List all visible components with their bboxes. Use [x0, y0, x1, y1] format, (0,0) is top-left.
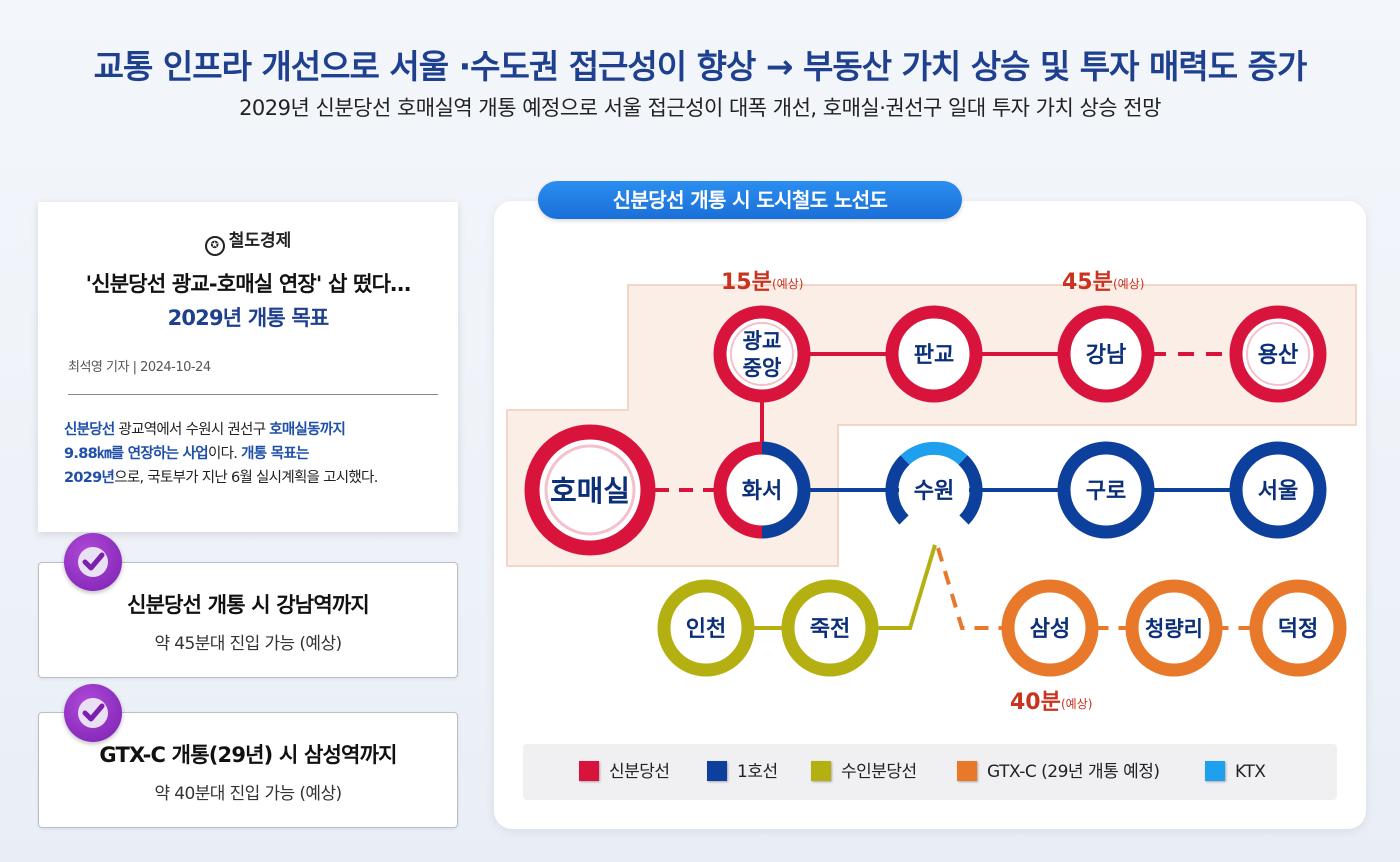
news-card: ✪ 철도경제 '신분당선 광교-호매실 연장' 삽 떴다… 2029년 개통 목표… — [38, 202, 458, 532]
station-guro: 구로 — [1057, 441, 1155, 539]
station-label: 용산 — [1258, 343, 1298, 368]
legend-item-sinbundang: 신분당선 — [579, 761, 670, 783]
info-card-title: 신분당선 개통 시 강남역까지 — [127, 593, 370, 617]
news-body-text: 이다. — [207, 446, 242, 462]
info-card-title: GTX-C 개통(29년) 시 삼성역까지 — [99, 743, 397, 767]
station-label: 삼성 — [1030, 617, 1070, 642]
legend-label: 수인분당선 — [841, 762, 917, 782]
travel-time-15: 15분 — [721, 270, 772, 295]
station-label: 판교 — [914, 343, 954, 368]
station-label: 인천 — [686, 617, 726, 642]
gtxc-line — [936, 547, 1295, 630]
legend-label: GTX-C (29년 개통 예정) — [987, 762, 1160, 782]
news-body-text: 으로, 국토부가 지난 6월 실시계획을 고시했다. — [114, 470, 378, 486]
travel-time-note: (예상) — [772, 277, 803, 291]
station-label: 청량리 — [1145, 617, 1203, 641]
travel-time-note: (예상) — [1113, 277, 1144, 291]
news-body-highlight: 호매실동까지 — [269, 422, 346, 438]
station-seoul: 서울 — [1229, 441, 1327, 539]
station-hwaseo: 화서 — [713, 441, 811, 539]
station-jukjeon: 죽전 — [781, 579, 879, 677]
station-label: 호매실 — [550, 474, 630, 508]
station-samseong: 삼성 — [1001, 579, 1099, 677]
map-legend: 신분당선 1호선 수인분당선 GTX-C (29년 개통 예정) KTX — [523, 744, 1337, 800]
news-logo-text: 철도경제 — [228, 231, 292, 251]
station-label: 강남 — [1086, 343, 1126, 368]
station-deokjeong: 덕정 — [1249, 579, 1347, 677]
news-logo: ✪ 철도경제 — [38, 226, 458, 256]
legend-swatch — [811, 761, 831, 781]
station-label: 죽전 — [810, 617, 850, 642]
legend-item-gtxc: GTX-C (29년 개통 예정) — [957, 761, 1160, 783]
legend-swatch — [1205, 761, 1225, 781]
legend-item-line1: 1호선 — [707, 761, 778, 783]
legend-label: KTX — [1235, 762, 1266, 782]
station-label: 광교 — [743, 329, 782, 353]
info-card-subtitle: 약 45분대 진입 가능 (예상) — [154, 634, 342, 654]
news-body-highlight: 신분당선 — [64, 422, 115, 438]
station-label: 덕정 — [1278, 617, 1318, 642]
station-gangnam: 강남 — [1057, 305, 1155, 403]
check-icon — [64, 684, 122, 742]
legend-label: 1호선 — [737, 762, 778, 782]
logo-emblem-icon: ✪ — [204, 236, 225, 256]
subheadline: 2029년 신분당선 호매실역 개통 예정으로 서울 접근성이 대폭 개선, 호… — [239, 96, 1161, 120]
news-title: '신분당선 광교-호매실 연장' 삽 떴다… — [85, 272, 412, 296]
news-body-highlight: 개통 목표는 — [241, 446, 309, 462]
news-body-highlight: 2029년 — [64, 470, 115, 486]
news-body-text: 광교역에서 수원시 권선구 — [114, 422, 270, 438]
news-body: 신분당선 광교역에서 수원시 권선구 호매실동까지 9.88㎞를 연장하는 사업… — [64, 418, 454, 490]
station-incheon: 인천 — [657, 579, 755, 677]
legend-swatch — [579, 761, 599, 781]
station-suwon: 수원 — [885, 441, 983, 525]
station-homaesil: 호매실 — [524, 424, 656, 556]
travel-time-note: (예상) — [1061, 697, 1092, 711]
station-label: 서울 — [1258, 479, 1298, 504]
news-body-highlight: 9.88㎞를 연장하는 사업 — [64, 446, 209, 462]
legend-swatch — [707, 761, 727, 781]
travel-time-40: 40분 — [1010, 690, 1061, 715]
headline: 교통 인프라 개선으로 서울 ·수도권 접근성이 향상 → 부동산 가치 상승 … — [93, 47, 1308, 86]
station-cheongnyangni: 청량리 — [1125, 579, 1223, 677]
legend-item-suin-bundang: 수인분당선 — [811, 761, 917, 783]
info-card-subtitle: 약 40분대 진입 가능 (예상) — [154, 784, 342, 804]
travel-time-45: 45분 — [1062, 270, 1113, 295]
check-icon — [64, 533, 122, 591]
news-title-highlight: 2029년 개통 목표 — [167, 306, 330, 330]
suin-bundang-line — [700, 544, 937, 630]
station-label: 수원 — [914, 479, 954, 504]
news-byline: 최석영 기자 | 2024-10-24 — [68, 360, 211, 375]
legend-item-ktx: KTX — [1205, 761, 1266, 783]
legend-swatch — [957, 761, 977, 781]
news-divider — [68, 394, 438, 395]
station-yongsan: 용산 — [1229, 305, 1327, 403]
station-label: 중앙 — [743, 356, 782, 380]
station-pangyo: 판교 — [885, 305, 983, 403]
station-label: 구로 — [1086, 479, 1126, 504]
station-gwanggyo-jungang: 광교 중앙 — [713, 305, 811, 403]
route-map-title: 신분당선 개통 시 도시철도 노선도 — [538, 181, 962, 219]
station-label: 화서 — [742, 479, 782, 504]
legend-label: 신분당선 — [609, 762, 670, 782]
